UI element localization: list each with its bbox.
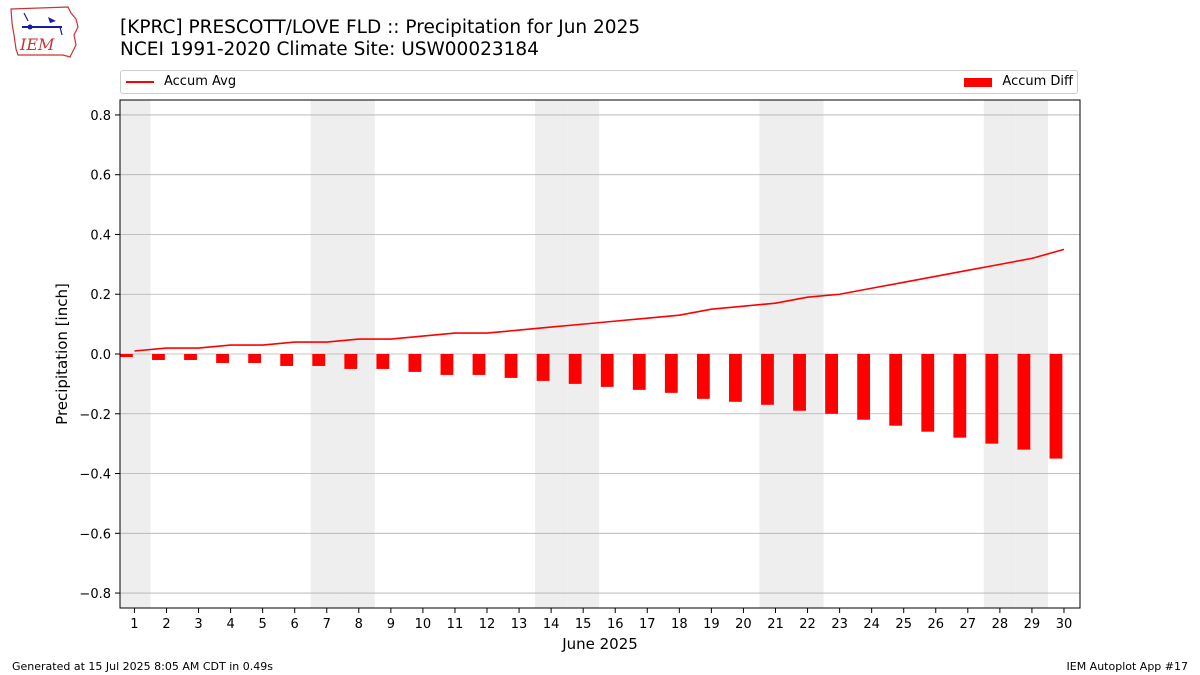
legend: Accum Avg Accum Diff [120,70,1078,94]
legend-label-accum-diff: Accum Diff [1002,74,1073,89]
x-tick-label: 9 [387,617,395,632]
accum-diff-bar-day-23 [825,354,838,414]
accum-diff-bar-day-21 [761,354,774,405]
x-tick-label: 27 [960,617,977,632]
accum-diff-bar-day-24 [857,354,871,420]
accum-diff-bar-day-14 [536,354,550,381]
x-tick-label: 1 [130,617,138,632]
x-tick-label: 18 [671,617,688,632]
accum-diff-bar-day-22 [793,354,806,411]
x-tick-label: 5 [258,617,266,632]
generated-timestamp: Generated at 15 Jul 2025 8:05 AM CDT in … [12,660,273,673]
x-tick-label: 4 [226,617,234,632]
x-tick-label: 26 [927,617,944,632]
y-tick-label: 0.0 [90,348,111,363]
x-tick-label: 22 [799,617,816,632]
chart-title: [KPRC] PRESCOTT/LOVE FLD :: Precipitatio… [120,17,640,61]
accum-diff-bar-day-7 [312,354,326,366]
x-tick-label: 3 [194,617,202,632]
x-tick-label: 28 [992,617,1009,632]
x-tick-label: 25 [895,617,912,632]
legend-bar-swatch [964,77,993,87]
y-axis-label: Precipitation [inch] [53,283,71,425]
accum-diff-bar-day-11 [440,354,454,375]
accum-diff-bar-day-10 [408,354,422,372]
x-axis-ticks: 1 2 3 4 5 6 7 8 9 10 11 12 13 14 15 16 17 18 19 20 21 22 23 24 2… [130,608,1072,632]
accum-diff-bar-day-15 [568,354,582,384]
accum-diff-bar-day-27 [953,354,967,438]
x-tick-label: 2 [162,617,170,632]
title-line-2: NCEI 1991-2020 Climate Site: USW00023184 [120,39,539,60]
accum-diff-bar-day-12 [472,354,486,375]
x-tick-label: 13 [511,617,528,632]
x-tick-label: 15 [575,617,592,632]
x-tick-label: 23 [831,617,848,632]
logo-text: IEM [19,35,55,54]
accum-diff-bar-day-18 [664,354,678,393]
x-tick-label: 19 [703,617,720,632]
accum-diff-bar-day-8 [344,354,358,369]
x-tick-label: 14 [543,617,560,632]
grid-lines [120,114,1080,594]
accum-diff-bar-day-9 [376,354,390,369]
x-tick-label: 17 [639,617,656,632]
x-tick-label: 16 [607,617,624,632]
y-tick-label: −0.2 [79,408,111,423]
y-tick-label: 0.6 [90,169,111,184]
accum-diff-bar-day-6 [280,354,294,366]
accum-diff-bar-day-20 [729,354,742,402]
accum-diff-bar-day-29 [1017,354,1031,450]
accum-diff-bar-day-30 [1049,354,1063,459]
x-tick-label: 8 [355,617,363,632]
iem-logo: IEM [10,6,79,58]
y-tick-label: 0.2 [90,288,111,303]
x-tick-label: 30 [1056,617,1073,632]
x-tick-label: 12 [479,617,496,632]
x-tick-label: 20 [735,617,752,632]
title-line-1: [KPRC] PRESCOTT/LOVE FLD :: Precipitatio… [120,17,641,38]
app-credit: IEM Autoplot App #17 [1066,660,1189,673]
x-tick-label: 29 [1024,617,1041,632]
accum-diff-bar-day-1 [120,354,133,357]
x-tick-label: 11 [447,617,464,632]
accum-diff-bar-day-26 [921,354,935,432]
accum-avg-line [134,248,1065,352]
y-tick-label: −0.8 [79,587,111,602]
legend-line-swatch [126,81,154,83]
accum-diff-bars [120,354,1063,459]
x-tick-label: 7 [323,617,331,632]
accum-diff-bar-day-25 [889,354,903,426]
x-tick-label: 24 [863,617,880,632]
y-tick-label: −0.6 [79,527,111,542]
accum-diff-bar-day-28 [985,354,999,444]
x-tick-label: 10 [415,617,432,632]
accum-diff-bar-day-5 [248,354,262,363]
y-tick-label: 0.4 [90,228,111,243]
accum-diff-bar-day-2 [152,354,165,360]
legend-label-accum-avg: Accum Avg [164,74,237,89]
accum-diff-bar-day-4 [216,354,229,363]
x-axis-label: June 2025 [561,635,638,653]
legend-item-accum-diff: Accum Diff [964,74,1073,90]
y-tick-label: −0.4 [79,468,111,483]
accum-diff-bar-day-3 [184,354,197,360]
y-tick-label: 0.8 [90,109,111,124]
accum-diff-bar-day-16 [600,354,614,387]
accum-diff-bar-day-13 [504,354,518,378]
x-tick-label: 6 [291,617,299,632]
x-tick-label: 21 [767,617,784,632]
y-axis-ticks: −0.8 −0.6 −0.4 −0.2 0.0 0.2 0.4 0.6 0.8 [79,109,120,602]
legend-item-accum-avg: Accum Avg [126,74,236,90]
accum-diff-bar-day-17 [632,354,646,390]
accum-diff-bar-day-19 [696,354,710,399]
